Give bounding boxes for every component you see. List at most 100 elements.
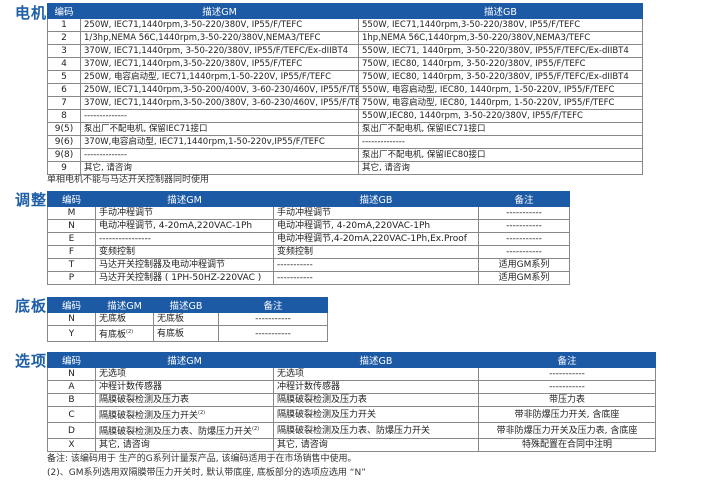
cell-text: 手动冲程调节 xyxy=(99,208,154,218)
note-line-2: (2)、GM系列选用双隔膜带压力开关时, 默认带底座, 底板部分的选项应选用 “… xyxy=(47,468,366,478)
motor-caption: 单相电机不能与马达开关控制器同时使用 xyxy=(47,175,210,185)
table-cell: 隔膜破裂检测及压力开关 xyxy=(273,406,479,423)
table-cell: 隔膜破裂检测及压力表、防爆压力开关 xyxy=(273,422,479,439)
cell-text: Y xyxy=(68,328,75,339)
table-cell: 有底板(2) xyxy=(95,325,154,342)
cell-text: -------------- xyxy=(84,111,127,121)
column-header: 描述GB xyxy=(153,297,219,313)
cell-text: 特殊配置在合同中注明 xyxy=(521,440,612,450)
cell-text: 6 xyxy=(61,85,67,95)
cell-text: 370W, IEC71,1440rpm,3-50-200/380V, 3-60-… xyxy=(84,98,359,108)
column-header: 编码 xyxy=(47,297,96,313)
cell-text: ----------- xyxy=(549,382,585,392)
table-row: 4 370W, IEC71,1440rpm,3-50-220/380V, IP55… xyxy=(47,57,643,71)
cell-text: 9(6) xyxy=(54,137,74,147)
cell-text: 7 xyxy=(61,98,67,108)
table-cell: 马达开关控制器及电动冲程调节 xyxy=(95,258,274,272)
cell-text: 8 xyxy=(61,111,67,121)
table-cell: 隔膜破裂检测及压力表、防爆压力开关(2) xyxy=(95,422,274,439)
cell-text: 适用GM系列 xyxy=(498,273,550,283)
table-row: A 冲程计数传感器 冲程计数传感器 ----------- xyxy=(47,380,656,394)
cell-text: E xyxy=(68,234,75,244)
table-cell: ----------- xyxy=(273,271,479,285)
cell-text: 1hp,NEMA 56C,1440rpm,3-50-220/380V,NEMA3… xyxy=(362,33,591,43)
column-header: 描述GB xyxy=(273,191,479,207)
table-row: N 无选项 无选项 ----------- xyxy=(47,367,656,381)
cell-text: B xyxy=(68,395,75,405)
section-label-options: 选项 xyxy=(15,352,48,370)
table-cell: 无底板 xyxy=(95,312,154,326)
table-cell: 其它, 请咨询 xyxy=(273,438,479,452)
code-cell: 9(6) xyxy=(47,135,81,149)
cell-text: 隔膜破裂检测及压力表、防爆压力开关 xyxy=(99,427,253,437)
table-row: N 无底板 无底板 ----------- xyxy=(47,312,328,326)
motor-table: 编码 描述GM 描述GB 1 250W, IEC71,1440rpm,3-50-220/… xyxy=(47,3,643,175)
cell-text: 带非防爆压力开关, 含底座 xyxy=(514,409,620,420)
column-header: 备注 xyxy=(478,352,656,368)
cell-text: 550W,IEC80, 1440rpm, 3-50-220/380V, IP55… xyxy=(362,111,583,121)
table-cell: ----------- xyxy=(478,219,570,233)
table-cell: 特殊配置在合同中注明 xyxy=(478,438,656,452)
header-row: 编码 描述GM 描述GB 备注 xyxy=(47,352,656,368)
cell-text: 马达开关控制器及电动冲程调节 xyxy=(99,260,226,270)
cell-text: 250W, IEC71,1440rpm,3-50-220/380V, IP55/… xyxy=(84,20,303,30)
table-cell: 变频控制 xyxy=(273,245,479,259)
table-cell: ----------- xyxy=(273,258,479,272)
column-header: 备注 xyxy=(218,297,328,313)
cell-text: ----------- xyxy=(506,221,542,231)
table-cell: 泵出厂不配电机, 保留IEC71接口 xyxy=(80,122,359,136)
column-header: 描述GB xyxy=(273,352,479,368)
code-cell: X xyxy=(47,438,96,452)
table-cell: -------------- xyxy=(358,135,643,149)
cell-text: 370W,电容启动型, IEC71,1440rpm,1-50-220v,IP55… xyxy=(84,137,325,147)
column-header: 描述GM xyxy=(80,3,359,19)
code-cell: 8 xyxy=(47,109,81,123)
cell-text: ----------- xyxy=(506,247,542,257)
table-cell: 370W,电容启动型, IEC71,1440rpm,1-50-220v,IP55… xyxy=(80,135,359,149)
table-cell: 250W, IEC71,1440rpm,3-50-220/380V, IP55/… xyxy=(80,18,359,32)
cell-text: 带非防爆压力开关及压力表, 含底座 xyxy=(496,425,638,436)
cell-text: 750W, IEC80, 1440rpm, 3-50-220/380V, IP5… xyxy=(362,59,586,69)
column-header: 编码 xyxy=(47,3,81,19)
cell-text: 马达开关控制器 ( 1PH-50HZ-220VAC ) xyxy=(99,273,262,283)
cell-text: 隔膜破裂检测及压力开关 xyxy=(99,411,199,421)
code-cell: P xyxy=(47,271,96,285)
section-label-motor: 电机 xyxy=(15,4,48,22)
cell-text: ----------- xyxy=(255,314,291,324)
cell-text: ----------- xyxy=(549,369,585,379)
base-table: 编码 描述GM 描述GB 备注 N 无底板 无底板 ----------- Y 有底板(2) 有底板… xyxy=(47,297,328,342)
column-header: 描述GM xyxy=(95,297,154,313)
table-row: 6 250W, IEC71,1440rpm,3-50-200/400V, 3-60… xyxy=(47,83,643,97)
adjust-table: 编码 描述GM 描述GB 备注 M 手动冲程调节 手动冲程调节 ----------- N 电动冲… xyxy=(47,191,570,285)
table-cell: 370W, IEC71,1440rpm,3-50-220/380V, IP55/… xyxy=(80,57,359,71)
column-header: 描述GM xyxy=(95,352,274,368)
table-row: 3 370W, IEC71,1440rpm, 3-50-220/380V, IP5… xyxy=(47,44,643,58)
column-header: 备注 xyxy=(478,191,570,207)
cell-text: C xyxy=(68,409,75,420)
cell-text: 250W, 电容启动型, IEC71,1440rpm,1-50-220V, IP… xyxy=(84,72,332,82)
cell-text: 370W, IEC71,1440rpm,3-50-220/380V, IP55/… xyxy=(84,59,303,69)
cell-text: ---------------- xyxy=(99,234,151,244)
cell-text: 4 xyxy=(61,59,67,69)
table-cell: 电动冲程调节,4-20mA,220VAC-1Ph,Ex.Proof xyxy=(273,232,479,246)
cell-text: 2 xyxy=(61,33,67,43)
code-cell: D xyxy=(47,422,96,439)
table-cell: 1/3hp,NEMA 56C,1440rpm,3-50-220/380V,NEM… xyxy=(80,31,359,45)
table-cell: ----------- xyxy=(218,325,328,342)
cell-text: ----------- xyxy=(506,208,542,218)
cell-text: 其它, 请咨询 xyxy=(84,163,132,173)
table-cell: 无选项 xyxy=(95,367,274,381)
code-cell: A xyxy=(47,380,96,394)
table-cell: 250W, IEC71,1440rpm,3-50-200/400V, 3-60-… xyxy=(80,83,359,97)
cell-text: 有底板 xyxy=(157,328,185,339)
code-cell: B xyxy=(47,393,96,407)
table-row: T 马达开关控制器及电动冲程调节 ----------- 适用GM系列 xyxy=(47,258,570,272)
table-cell: ----------- xyxy=(478,367,656,381)
cell-text: 5 xyxy=(61,72,67,82)
cell-text: 其它, 请咨询 xyxy=(99,440,150,450)
cell-text: F xyxy=(68,247,75,257)
code-cell: 7 xyxy=(47,96,81,110)
code-cell: 3 xyxy=(47,44,81,58)
table-row: 9(8) -------------- 泵出厂不配电机, 保留IEC80接口 xyxy=(47,148,643,162)
cell-text: 9(8) xyxy=(54,150,74,160)
